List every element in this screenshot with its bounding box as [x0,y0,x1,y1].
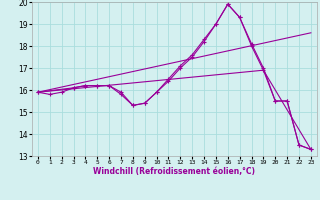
X-axis label: Windchill (Refroidissement éolien,°C): Windchill (Refroidissement éolien,°C) [93,167,255,176]
